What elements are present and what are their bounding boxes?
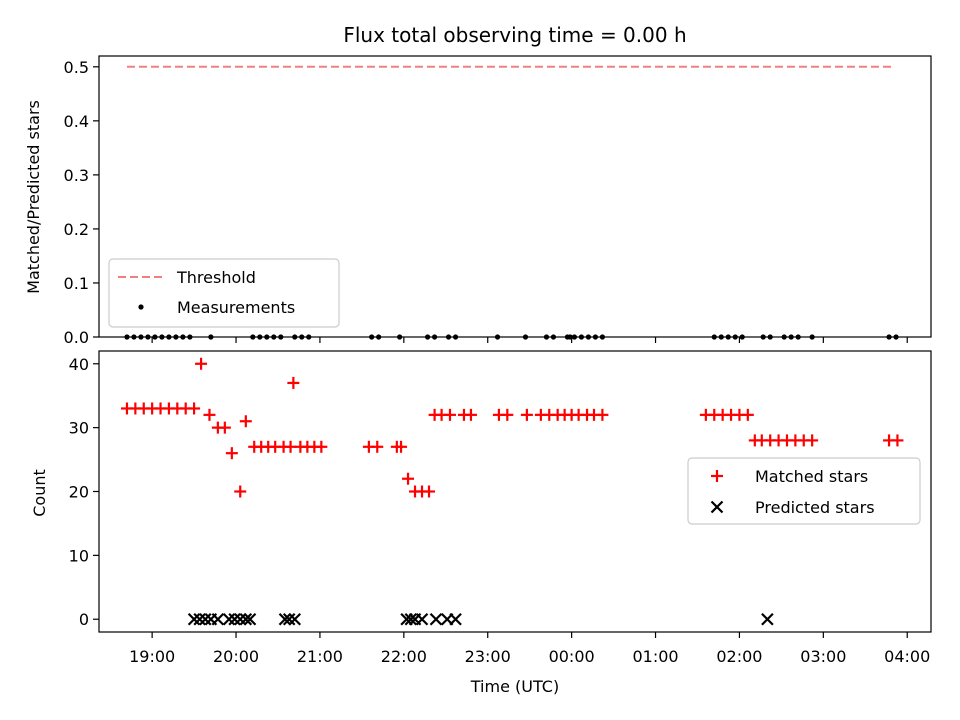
predicted-star-marker [415, 612, 429, 626]
predicted-marker-b [187, 612, 201, 626]
predicted-marker-b [243, 612, 257, 626]
predicted-star-marker [239, 612, 253, 626]
predicted-star-marker [404, 612, 418, 626]
bottom-ytick-label: 0 [79, 610, 89, 629]
top-ytick-label: 0.3 [64, 166, 89, 185]
matched-star-marker [891, 434, 904, 447]
top-ytick-label: 0.4 [64, 112, 89, 131]
predicted-marker-b [193, 612, 206, 626]
matched-star-marker [188, 402, 201, 415]
bottom-ytick-label: 40 [69, 355, 89, 374]
threshold-legend-label: Threshold [176, 268, 256, 287]
matched-star-marker [195, 357, 208, 370]
bottom-legend: Matched stars Predicted stars [687, 457, 921, 525]
top-ytick-label: 0.1 [64, 274, 89, 293]
predicted-legend-label: Predicted stars [755, 498, 875, 517]
predicted-star-marker [233, 612, 247, 626]
top-ytick-label: 0.2 [64, 220, 89, 239]
matched-star-marker [806, 434, 819, 447]
bottom-xtick-label: 03:00 [800, 647, 846, 666]
predicted-marker-b [415, 612, 429, 626]
plot-layer: 0.0 0.1 0.2 0.3 0.4 0.5 0 10 20 30 40 19:00 20:00 21:… [64, 55, 932, 666]
matched-star-marker [218, 421, 231, 434]
bottom-ylabel: Count [30, 469, 49, 517]
matched-legend-label: Matched stars [755, 467, 868, 486]
predicted-marker-b [278, 612, 292, 626]
predicted-marker-b [222, 612, 236, 626]
predicted-star-marker [198, 612, 212, 626]
bottom-xtick-label: 00:00 [549, 647, 595, 666]
bottom-xtick-label: 22:00 [381, 647, 427, 666]
predicted-marker-b [449, 612, 462, 626]
top-legend: Threshold Measurements [108, 258, 340, 328]
predicted-star-marker [193, 612, 206, 626]
predicted-marker-b [429, 612, 443, 626]
predicted-star-marker [282, 612, 296, 626]
matched-star-marker [596, 408, 609, 421]
matched-star-marker [443, 408, 456, 421]
predicted-marker-b [404, 612, 418, 626]
predicted-star-marker [228, 612, 241, 626]
predicted-marker-b [211, 612, 225, 626]
predicted-star-marker [243, 612, 257, 626]
predicted-star-marker [288, 612, 302, 626]
predicted-star-marker [211, 612, 225, 626]
matched-star-marker [371, 440, 384, 453]
predicted-star-marker [429, 612, 443, 626]
bottom-ytick-label: 30 [69, 419, 89, 438]
predicted-marker-b [761, 612, 774, 626]
matched-star-marker [287, 376, 300, 389]
matched-star-marker [402, 472, 415, 485]
top-legend-box [108, 258, 340, 328]
top-ytick-label: 0.0 [64, 328, 89, 347]
predicted-star-marker [187, 612, 201, 626]
bottom-ytick-label: 10 [69, 546, 89, 565]
bottom-xtick-label: 21:00 [297, 647, 343, 666]
predicted-star-marker [278, 612, 292, 626]
measurements-legend-label: Measurements [177, 298, 295, 317]
matched-star-marker [315, 440, 328, 453]
predicted-legend-swatch-b [710, 500, 724, 514]
matched-star-marker [234, 485, 247, 498]
bottom-ytick-label: 20 [69, 483, 89, 502]
predicted-marker-b [228, 612, 241, 626]
top-ytick-label: 0.5 [64, 58, 89, 77]
chart-title: Flux total observing time = 0.00 h [343, 23, 686, 47]
predicted-star-marker [761, 612, 774, 626]
matched-star-marker [464, 408, 477, 421]
bottom-xtick-label: 02:00 [716, 647, 762, 666]
predicted-marker-b [282, 612, 296, 626]
bottom-xtick-label: 04:00 [884, 647, 930, 666]
matched-star-marker [520, 408, 533, 421]
bottom-legend-box [687, 457, 921, 525]
matched-star-marker [741, 408, 754, 421]
matched-star-marker [239, 415, 252, 428]
bottom-xtick-label: 23:00 [465, 647, 511, 666]
matched-star-marker [501, 408, 514, 421]
measurements-legend-swatch [138, 304, 144, 310]
top-axes-frame [98, 55, 932, 338]
bottom-xtick-label: 01:00 [632, 647, 678, 666]
bottom-xlabel: Time (UTC) [470, 677, 559, 696]
predicted-marker-b [288, 612, 302, 626]
predicted-marker-b [239, 612, 253, 626]
matched-star-marker [225, 447, 238, 460]
bottom-xtick-label: 19:00 [129, 647, 175, 666]
bottom-xtick-label: 20:00 [213, 647, 259, 666]
matched-star-marker [423, 485, 436, 498]
predicted-marker-b [233, 612, 247, 626]
predicted-star-marker [222, 612, 236, 626]
top-ylabel: Matched/Predicted stars [24, 100, 43, 294]
predicted-star-marker [449, 612, 462, 626]
matched-star-marker [395, 440, 408, 453]
predicted-marker-b [198, 612, 212, 626]
matched-star-marker [203, 408, 216, 421]
